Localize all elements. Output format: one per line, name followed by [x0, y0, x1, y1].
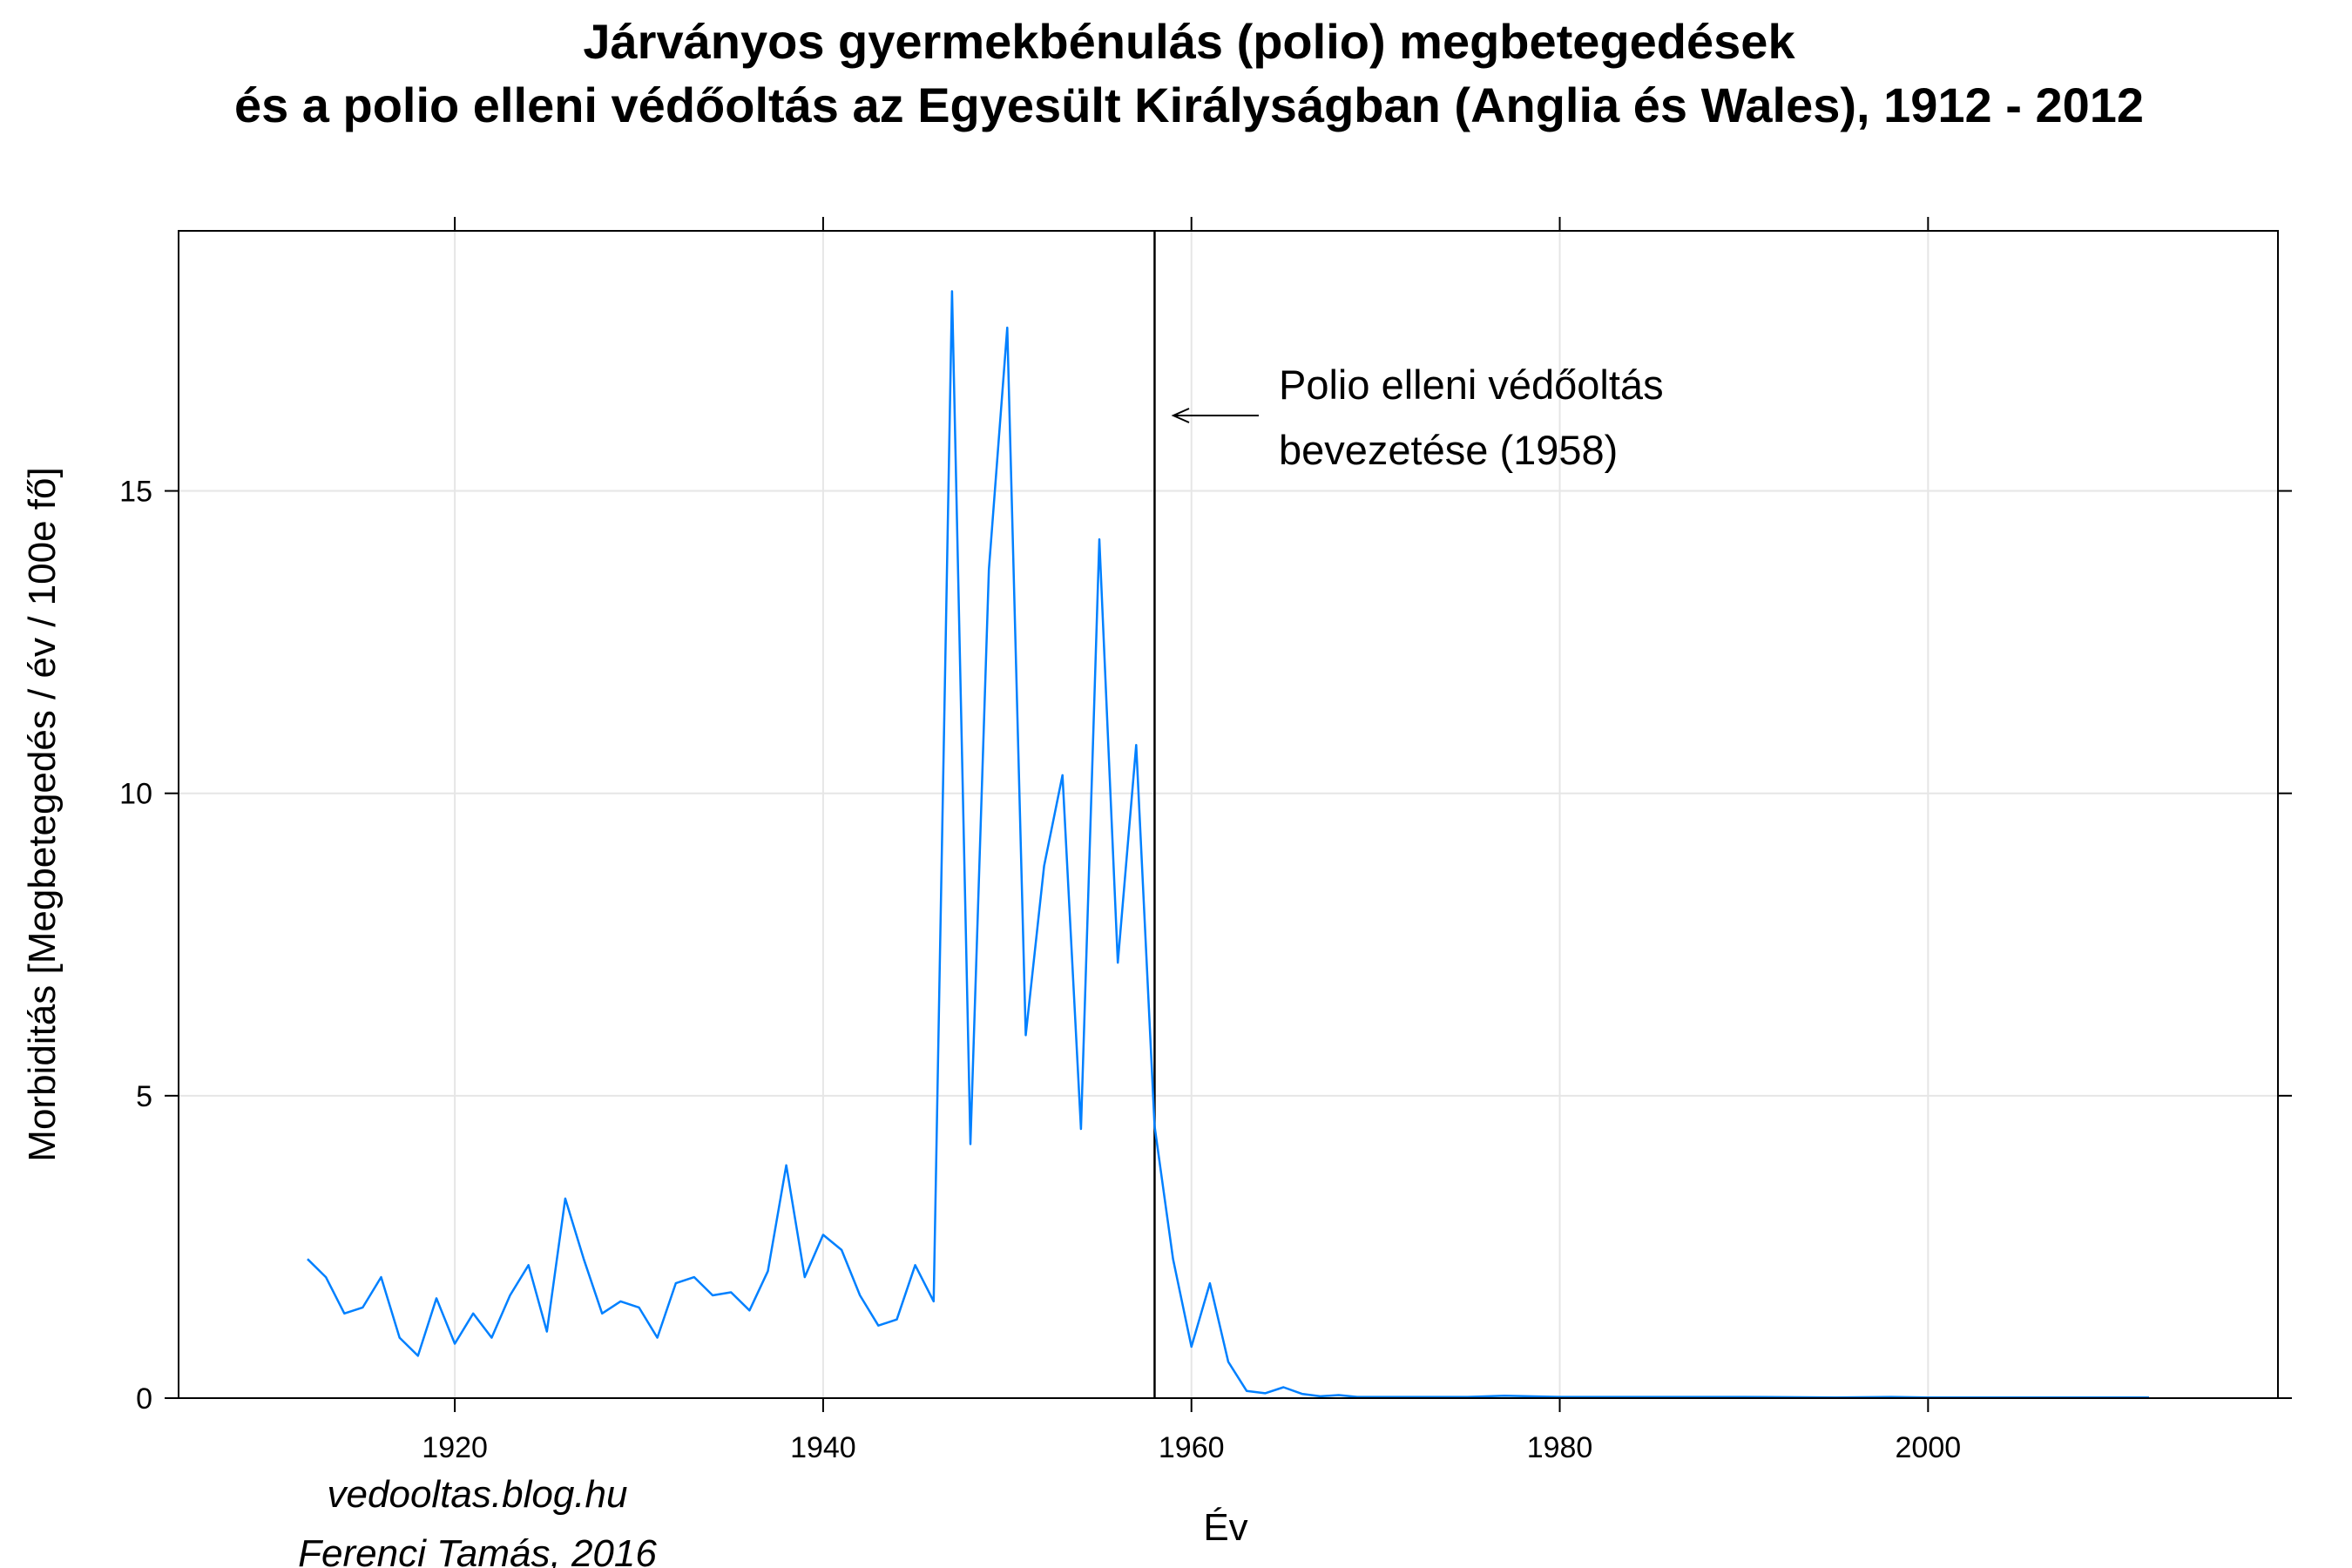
- x-axis-label: Év: [1203, 1506, 1247, 1549]
- x-tick-label: 1940: [790, 1431, 856, 1464]
- series-line: [307, 290, 2149, 1399]
- series-layer: [307, 290, 2149, 1399]
- x-tick-label: 2000: [1896, 1431, 1962, 1464]
- plot-frame: [178, 230, 2279, 1399]
- annotation-line-2: bevezetése (1958): [1279, 427, 1618, 473]
- y-tick-label: 5: [136, 1080, 152, 1113]
- y-axis-label: Morbiditás [Megbetegedés / év / 100e fő]: [21, 467, 64, 1161]
- chart-title: Járványos gyermekbénulás (polio) megbete…: [583, 14, 1795, 69]
- y-tick-label: 15: [119, 476, 152, 509]
- chart-subtitle: és a polio elleni védőoltás az Egyesült …: [234, 78, 2144, 132]
- annotation-arrowhead: [1171, 408, 1190, 423]
- x-tick-label: 1960: [1159, 1431, 1225, 1464]
- grid-lines: [179, 231, 2278, 1398]
- credit-blog: vedooltas.blog.hu: [328, 1473, 628, 1516]
- x-tick-label: 1920: [422, 1431, 488, 1464]
- axis-ticks: [165, 217, 2292, 1412]
- axis-tick-labels: 1920 1940 1960 1980 2000 0 5 10 15: [119, 476, 1961, 1464]
- credit-author: Ferenci Tamás, 2016: [298, 1532, 657, 1568]
- annotation: Polio elleni védőoltás bevezetése (1958): [1171, 362, 1664, 473]
- y-tick-label: 0: [136, 1382, 152, 1416]
- y-tick-label: 10: [119, 778, 152, 811]
- x-tick-label: 1980: [1527, 1431, 1593, 1464]
- annotation-line-1: Polio elleni védőoltás: [1279, 362, 1664, 408]
